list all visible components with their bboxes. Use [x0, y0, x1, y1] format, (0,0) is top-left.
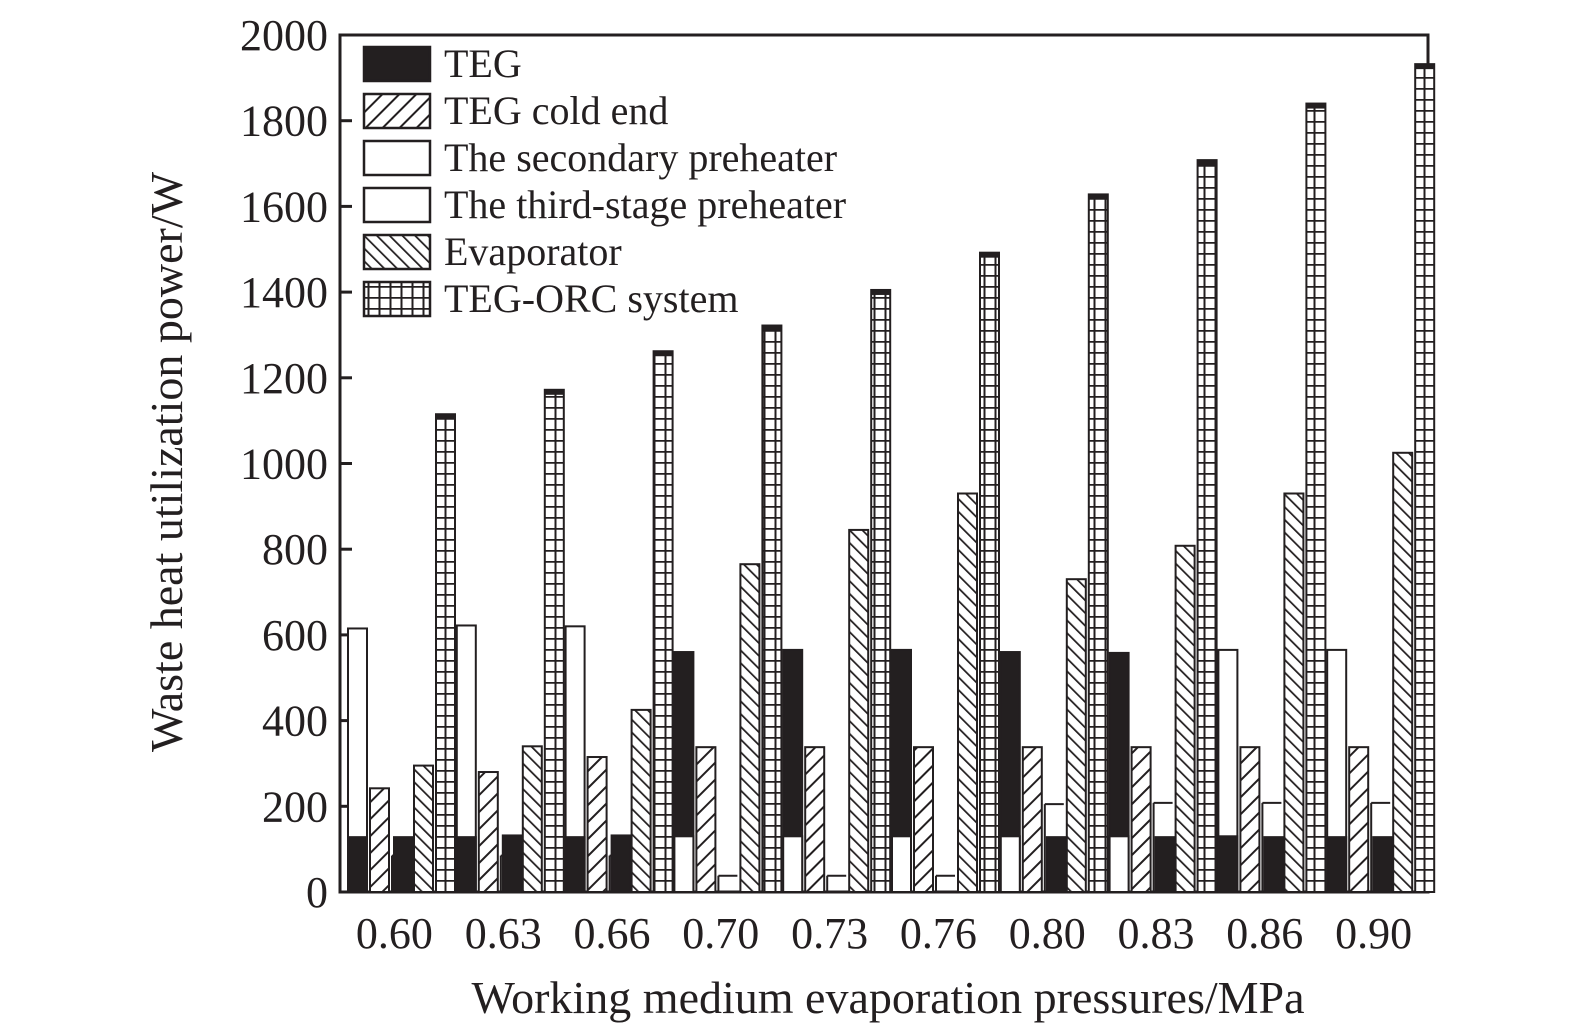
bar-teg-orc-cap	[1088, 194, 1108, 200]
bar-teg-orc-cap	[980, 252, 999, 258]
bar-stack-inner	[999, 835, 1021, 893]
bar-teg-orc-system	[979, 251, 1000, 894]
x-tick-label: 0.76	[900, 909, 977, 958]
bar-teg-orc-cap	[436, 414, 455, 420]
bar-teg-orc-system	[1196, 159, 1218, 893]
x-tick-label: 0.90	[1335, 909, 1412, 958]
legend-label: TEG cold end	[444, 88, 668, 133]
bar-stack-inner	[347, 836, 368, 893]
bar-teg-orc-system	[1414, 63, 1436, 893]
bar-teg-orc-system	[761, 324, 783, 893]
bar-stack-inner	[1217, 835, 1239, 893]
bar-teg-orc-system	[870, 288, 892, 893]
bar-teg-cold-end	[477, 771, 499, 894]
bar-teg-cold-end	[1021, 746, 1043, 893]
legend-swatch	[362, 280, 432, 318]
y-tick-label: 600	[262, 611, 328, 660]
y-tick-label: 1000	[240, 440, 328, 489]
bar-stack-inner	[564, 836, 586, 893]
bar-teg-orc-system	[1087, 193, 1109, 894]
plot-area: 0 200 400 600 800 1000 1200 1400 1600 1800 2000 0.6…	[240, 11, 1436, 958]
bar-teg-cold-end	[1348, 746, 1370, 893]
bar-teg-orc-cap	[1197, 160, 1217, 166]
bar-evaporator	[957, 492, 978, 893]
bar-evaporator	[1283, 492, 1305, 893]
bar-stack-inner	[1326, 836, 1348, 893]
bar-evaporator	[521, 745, 543, 893]
bar-evaporator	[739, 563, 761, 893]
bar-teg-orc-cap	[1415, 64, 1435, 70]
bar-teg-secondary	[1372, 836, 1394, 893]
x-axis-title: Working medium evaporation pressures/MPa	[471, 972, 1304, 1023]
x-tick-label: 0.80	[1009, 909, 1086, 958]
x-tick-label: 0.60	[356, 909, 433, 958]
bar-teg-cold-end	[586, 756, 608, 894]
y-tick-label: 200	[262, 782, 328, 831]
y-tick-label: 1800	[240, 97, 328, 146]
bar-teg-orc-system	[1305, 102, 1327, 893]
bar-teg-secondary	[610, 834, 632, 893]
bar-teg-cold-end	[1239, 746, 1261, 893]
bar-teg-orc-cap	[762, 325, 782, 331]
legend-label: The secondary preheater	[444, 135, 837, 180]
bar-teg-secondary	[501, 834, 523, 893]
bar-evaporator	[630, 708, 652, 894]
legend-swatch	[362, 92, 432, 130]
bar-stack-inner	[673, 835, 695, 893]
bar-teg-orc-system	[543, 388, 565, 893]
legend-label: The third-stage preheater	[444, 182, 846, 227]
x-tick-label: 0.86	[1226, 909, 1303, 958]
bar-teg-cold-end	[695, 746, 717, 893]
y-tick-label: 2000	[240, 11, 328, 60]
bar-teg-secondary	[1263, 836, 1285, 893]
bar-teg-cold-end	[1130, 746, 1152, 893]
bar-evaporator	[413, 764, 434, 894]
legend-swatch	[362, 139, 432, 177]
bar-teg-orc-system	[652, 350, 674, 894]
legend-label: TEG	[444, 41, 522, 86]
bar-teg-cold-end	[913, 746, 934, 893]
bar-stack-inner	[782, 835, 804, 893]
legend-swatch	[362, 45, 432, 83]
bar-teg-orc-cap	[544, 389, 564, 395]
bar-teg-orc-system	[435, 413, 456, 893]
bar-teg-orc-cap	[1306, 103, 1326, 109]
bar-stack-inner	[891, 835, 912, 893]
bar-teg-orc-cap	[653, 351, 673, 357]
bar-stack-inner	[1108, 835, 1130, 893]
x-tick-label: 0.83	[1118, 909, 1195, 958]
legend-label: Evaporator	[444, 229, 622, 274]
y-tick-label: 1400	[240, 268, 328, 317]
bar-teg-cold-end	[804, 746, 826, 893]
y-tick-label: 800	[262, 525, 328, 574]
x-tick-label: 0.66	[574, 909, 651, 958]
bar-evaporator	[1065, 578, 1087, 893]
bar-teg-secondary	[1154, 836, 1176, 893]
x-tick-label: 0.70	[682, 909, 759, 958]
bar-teg-orc-cap	[871, 289, 891, 295]
bar-evaporator	[1174, 544, 1196, 893]
y-tick-label: 400	[262, 697, 328, 746]
x-tick-label: 0.73	[791, 909, 868, 958]
bar-teg-secondary	[393, 836, 414, 893]
bar-teg-secondary	[1045, 836, 1067, 893]
y-tick-label: 1600	[240, 182, 328, 231]
bar-stack-inner	[455, 836, 477, 893]
y-axis-title: Waste heat utilization power/W	[141, 171, 192, 752]
legend-label: TEG-ORC system	[444, 276, 738, 321]
bar-evaporator	[1392, 451, 1414, 893]
bar-teg-cold-end	[369, 787, 390, 893]
y-tick-label: 1200	[240, 354, 328, 403]
legend-swatch	[362, 233, 432, 271]
legend-swatch	[362, 186, 432, 224]
bar-evaporator	[848, 528, 870, 893]
x-tick-label: 0.63	[465, 909, 542, 958]
y-tick-label: 0	[306, 868, 328, 917]
